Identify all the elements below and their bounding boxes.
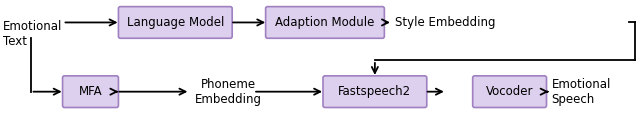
FancyBboxPatch shape bbox=[63, 76, 118, 108]
Text: MFA: MFA bbox=[79, 85, 102, 98]
Text: Style Embedding: Style Embedding bbox=[395, 16, 495, 29]
Text: Emotional
Text: Emotional Text bbox=[3, 20, 62, 48]
Text: Language Model: Language Model bbox=[127, 16, 224, 29]
Text: Emotional
Speech: Emotional Speech bbox=[552, 78, 611, 106]
Text: Vocoder: Vocoder bbox=[486, 85, 533, 98]
FancyBboxPatch shape bbox=[473, 76, 547, 108]
Text: Fastspeech2: Fastspeech2 bbox=[339, 85, 412, 98]
Text: Phoneme
Embedding: Phoneme Embedding bbox=[195, 78, 262, 106]
FancyBboxPatch shape bbox=[323, 76, 427, 108]
FancyBboxPatch shape bbox=[118, 7, 232, 38]
Text: Adaption Module: Adaption Module bbox=[275, 16, 374, 29]
FancyBboxPatch shape bbox=[266, 7, 385, 38]
